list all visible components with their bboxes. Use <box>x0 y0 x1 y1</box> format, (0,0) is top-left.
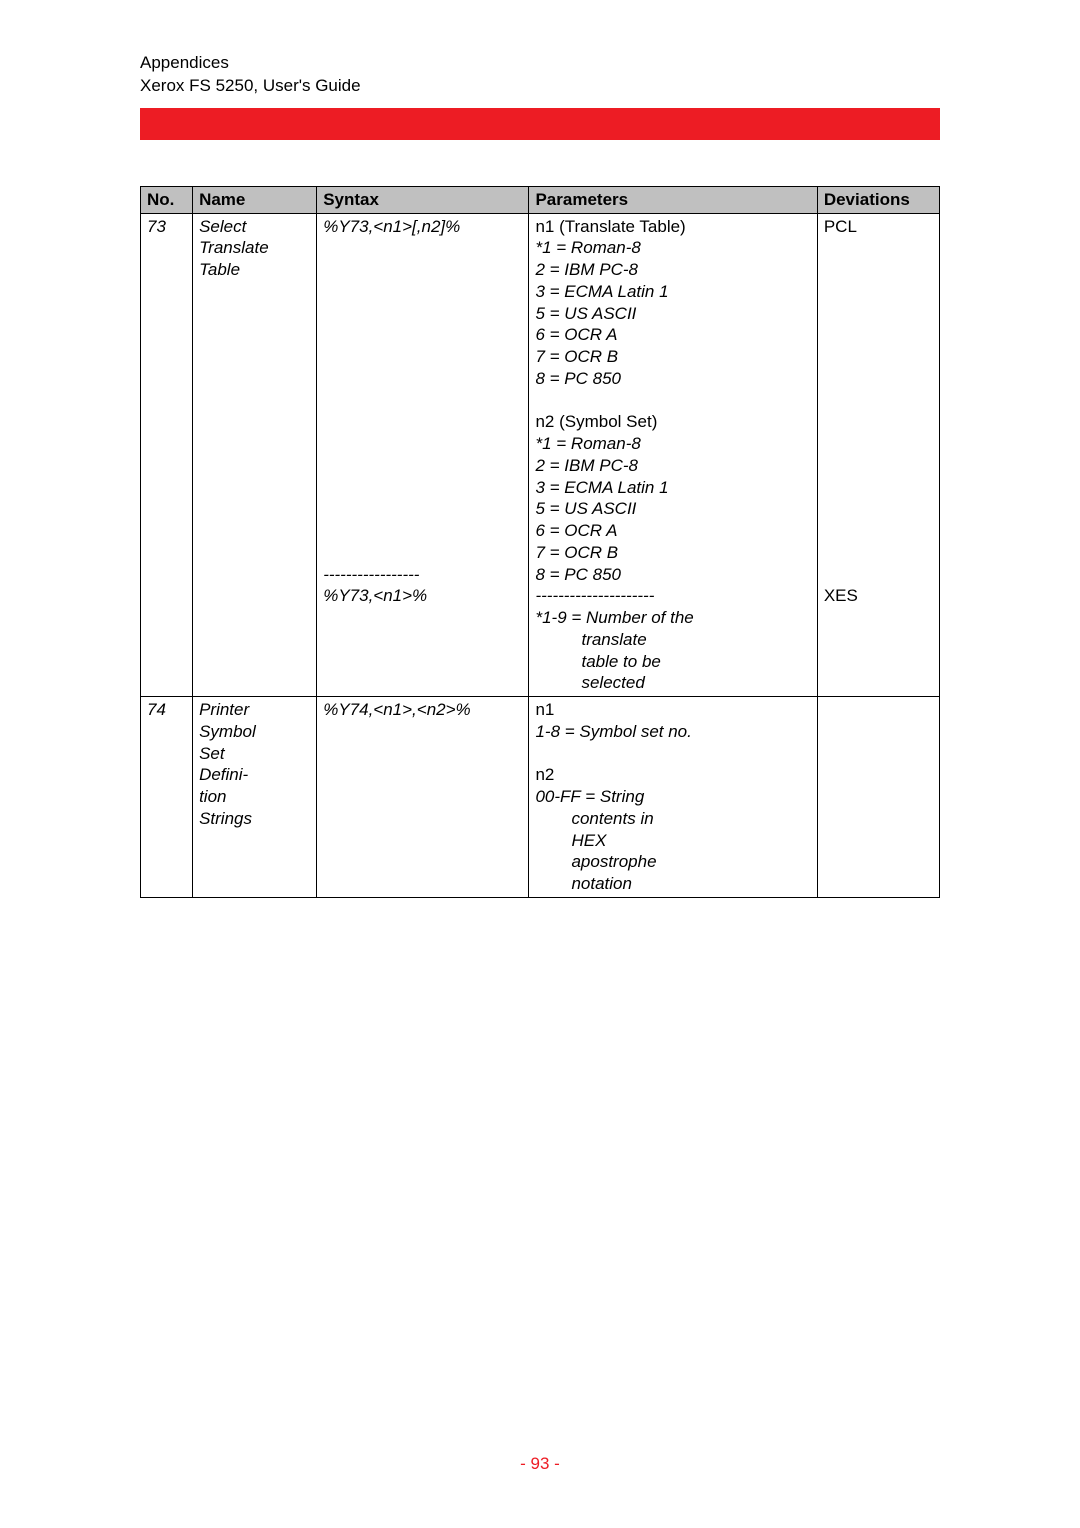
p74-l3: contents in <box>535 808 653 830</box>
cell-name-73: Select Translate Table <box>193 213 317 697</box>
th-syntax: Syntax <box>317 186 529 213</box>
p-m3: 3 = ECMA Latin 1 <box>535 478 668 497</box>
syntax-sep: ----------------- <box>323 565 419 584</box>
cell-no-73: 73 <box>141 213 193 697</box>
header-line-2: Xerox FS 5250, User's Guide <box>140 75 940 98</box>
syntax1: %Y73,<n1>[,n2]% <box>323 217 460 236</box>
cell-syntax-73: %Y73,<n1>[,n2]% ----------------- %Y73,<… <box>317 213 529 697</box>
cell-params-74: n1 1-8 = Symbol set no. n2 00-FF = Strin… <box>529 697 817 898</box>
table-row: 73 Select Translate Table %Y73,<n1>[,n2]… <box>141 213 940 697</box>
p-m6: 7 = OCR B <box>535 543 618 562</box>
p74-n1: n1 <box>535 700 554 719</box>
p-x2: translate <box>535 629 646 651</box>
p74-l6: notation <box>535 873 632 895</box>
n74-l2: Symbol <box>199 722 256 741</box>
dev2: XES <box>824 586 858 605</box>
th-name: Name <box>193 186 317 213</box>
n74-l6: Strings <box>199 809 252 828</box>
page-footer: - 93 - <box>0 1454 1080 1474</box>
p-l1: *1 = Roman-8 <box>535 238 640 257</box>
p-m1: *1 = Roman-8 <box>535 434 640 453</box>
cell-name-74: Printer Symbol Set Defini- tion Strings <box>193 697 317 898</box>
p-l7: 8 = PC 850 <box>535 369 621 388</box>
p-n1-title: n1 (Translate Table) <box>535 217 685 236</box>
page-root: Appendices Xerox FS 5250, User's Guide N… <box>0 0 1080 1528</box>
n74-l1: Printer <box>199 700 249 719</box>
name-l2: Translate <box>199 238 269 257</box>
p-l5: 6 = OCR A <box>535 325 617 344</box>
p-m5: 6 = OCR A <box>535 521 617 540</box>
p-m2: 2 = IBM PC-8 <box>535 456 638 475</box>
p-x4: selected <box>535 672 644 694</box>
cell-syntax-74: %Y74,<n1>,<n2>% <box>317 697 529 898</box>
p-x1: *1-9 = Number of the <box>535 608 693 627</box>
p-m7: 8 = PC 850 <box>535 565 621 584</box>
cell-dev-73: PCL XES <box>817 213 939 697</box>
p-l6: 7 = OCR B <box>535 347 618 366</box>
n74-l3: Set <box>199 744 225 763</box>
th-no: No. <box>141 186 193 213</box>
p-l2: 2 = IBM PC-8 <box>535 260 638 279</box>
p74-l5: apostrophe <box>535 851 656 873</box>
n74-l5: tion <box>199 787 226 806</box>
p74-l2: 00-FF = String <box>535 787 644 806</box>
p74-n2: n2 <box>535 765 554 784</box>
syntax2: %Y73,<n1>% <box>323 586 427 605</box>
p-sep: --------------------- <box>535 586 654 605</box>
p-l4: 5 = US ASCII <box>535 304 636 323</box>
cell-dev-74 <box>817 697 939 898</box>
th-parameters: Parameters <box>529 186 817 213</box>
table-row: 74 Printer Symbol Set Defini- tion Strin… <box>141 697 940 898</box>
name-l3: Table <box>199 260 240 279</box>
name-l1: Select <box>199 217 246 236</box>
header-line-1: Appendices <box>140 52 940 75</box>
p-x3: table to be <box>535 651 660 673</box>
dev1: PCL <box>824 217 857 236</box>
cell-no-74: 74 <box>141 697 193 898</box>
red-bar <box>140 108 940 140</box>
th-deviations: Deviations <box>817 186 939 213</box>
p-m4: 5 = US ASCII <box>535 499 636 518</box>
p74-l1: 1-8 = Symbol set no. <box>535 722 691 741</box>
p74-l4: HEX <box>535 830 606 852</box>
header-block: Appendices Xerox FS 5250, User's Guide <box>140 52 940 98</box>
p-l3: 3 = ECMA Latin 1 <box>535 282 668 301</box>
reference-table: No. Name Syntax Parameters Deviations 73… <box>140 186 940 898</box>
table-header-row: No. Name Syntax Parameters Deviations <box>141 186 940 213</box>
cell-params-73: n1 (Translate Table) *1 = Roman-8 2 = IB… <box>529 213 817 697</box>
n74-l4: Defini- <box>199 765 248 784</box>
p-n2-title: n2 (Symbol Set) <box>535 412 657 431</box>
